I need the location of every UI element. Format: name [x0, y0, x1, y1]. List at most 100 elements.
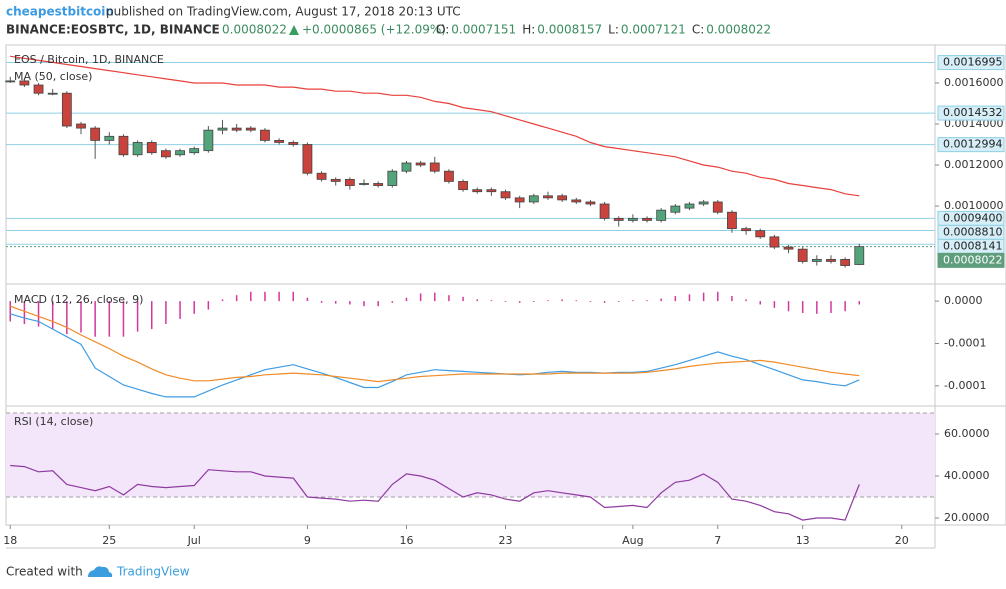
candle-body: [528, 195, 539, 203]
candle-body: [260, 129, 270, 141]
candle-body: [727, 211, 737, 230]
author[interactable]: cheapestbitcoin: [6, 5, 114, 19]
candle-body: [472, 189, 483, 193]
pane-title: RSI (14, close): [14, 415, 93, 428]
ohlc-label: C:: [692, 23, 704, 37]
chart-title: EOS / Bitcoin, 1D, BINANCE: [14, 53, 164, 66]
ohlc-label: L:: [608, 23, 619, 37]
symbol: BINANCE:EOSBTC, 1D, BINANCE: [6, 23, 220, 37]
candle-body: [373, 183, 384, 186]
candle-body: [61, 92, 72, 127]
candle-body: [104, 135, 115, 141]
y-tick-label: 60.0000: [944, 427, 990, 440]
ohlc-value: 0.0008022: [706, 23, 771, 37]
candle-body: [486, 189, 497, 193]
candle-body: [811, 259, 822, 262]
macd-line: [9, 305, 860, 383]
last: 0.0008022: [222, 23, 287, 37]
candle-body: [90, 127, 101, 141]
candle-body: [5, 80, 16, 83]
candle-body: [415, 162, 426, 166]
candle-body: [274, 140, 285, 143]
published: published on TradingView.com, August 17,…: [106, 5, 461, 19]
moving-average: [10, 55, 860, 197]
candle-body: [344, 178, 355, 186]
candle-body: [217, 127, 228, 131]
level-box: [937, 137, 1005, 153]
candle-body: [698, 201, 709, 205]
candle-body: [330, 178, 341, 182]
candle-body: [656, 209, 667, 221]
candle-body: [543, 195, 553, 199]
candle-body: [245, 127, 256, 131]
footer-text: Created with: [6, 565, 83, 579]
logo: [88, 566, 113, 577]
y-tick-label: 0.0016000: [944, 76, 1004, 89]
candle-body: [231, 127, 242, 131]
candle-body: [47, 92, 58, 95]
level-label: 0.0008141: [943, 239, 1003, 252]
last-price-box: [937, 252, 1005, 268]
candle-body: [444, 170, 454, 182]
candle-body: [613, 217, 624, 221]
y-tick-label: 0.0012000: [944, 158, 1004, 171]
level-label: 0.0014532: [943, 106, 1003, 119]
candle-body: [670, 205, 681, 213]
candle-body: [19, 80, 30, 86]
footer-brand[interactable]: TradingView: [116, 565, 190, 579]
candle-body: [627, 217, 638, 221]
candle-body: [854, 246, 865, 265]
candle-body: [161, 150, 171, 158]
y-tick-label: -0.0001: [944, 379, 986, 392]
x-tick-label: 18: [3, 534, 17, 547]
candle-body: [712, 201, 723, 213]
candle-body: [769, 236, 780, 248]
candle-body: [684, 203, 695, 209]
level-label: 0.0009400: [943, 211, 1003, 224]
y-tick-label: -0.0001: [944, 336, 986, 349]
candle-body: [132, 142, 143, 156]
x-tick-label: 20: [895, 534, 909, 547]
x-tick-label: 23: [499, 534, 513, 547]
candle-body: [571, 199, 582, 203]
up-arrow: [289, 25, 299, 35]
candle-body: [642, 217, 652, 221]
candle-body: [840, 259, 851, 266]
candle-body: [203, 129, 214, 152]
candle-body: [755, 230, 766, 238]
y-tick-label: 20.0000: [944, 511, 990, 524]
x-tick-label: 16: [399, 534, 413, 547]
candle-body: [175, 150, 185, 156]
y-tick-label: 0.0010000: [944, 199, 1004, 212]
candle-body: [500, 191, 511, 199]
last-price-label: 0.0008022: [943, 253, 1003, 266]
candle-body: [585, 201, 596, 205]
x-tick-label: 7: [714, 534, 721, 547]
x-tick-label: Jul: [187, 534, 201, 547]
rsi-line: [10, 464, 860, 521]
candle-body: [288, 142, 299, 145]
candle-body: [783, 246, 794, 250]
ohlc-value: 0.0008157: [537, 23, 602, 37]
ohlc-value: 0.0007121: [621, 23, 686, 37]
candle-body: [741, 228, 751, 232]
candle-body: [189, 148, 200, 154]
level-box: [937, 55, 1005, 71]
candle-body: [826, 259, 836, 262]
macd-line: [10, 313, 860, 398]
candle-body: [557, 195, 568, 201]
x-tick-label: 9: [304, 534, 311, 547]
candle-body: [599, 203, 610, 219]
change: +0.0000865 (+12.09%): [302, 23, 446, 37]
pane-title: MACD (12, 26, close, 9): [14, 293, 143, 306]
candle-body: [316, 172, 327, 180]
candle-body: [514, 197, 525, 203]
x-tick-label: Aug: [622, 534, 643, 547]
x-tick-label: 25: [102, 534, 116, 547]
y-tick-label: 40.0000: [944, 469, 990, 482]
candle-body: [146, 142, 157, 154]
candle-body: [33, 84, 44, 94]
x-tick-label: 13: [796, 534, 810, 547]
overlay-title: MA (50, close): [14, 70, 92, 83]
ohlc-label: H:: [522, 23, 535, 37]
